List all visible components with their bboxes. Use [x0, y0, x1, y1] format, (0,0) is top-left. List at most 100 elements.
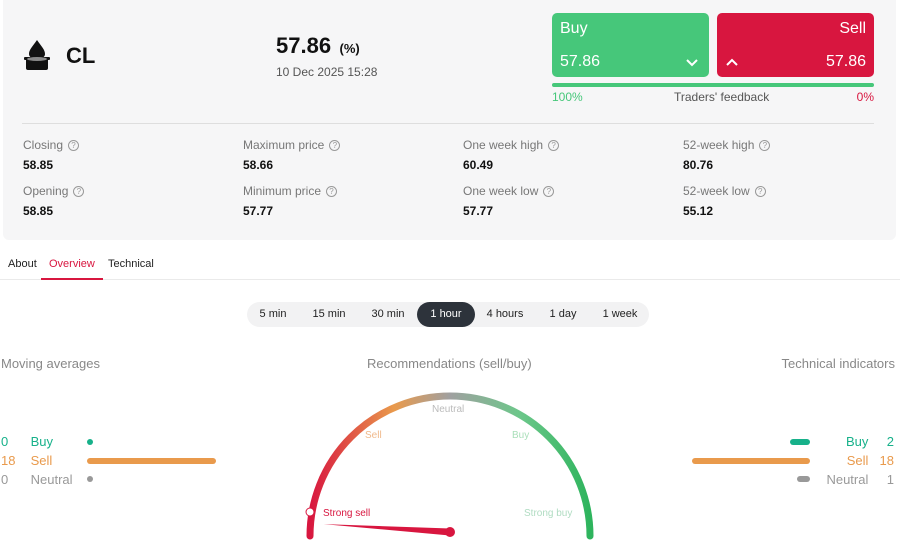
buy-price: 57.86 — [560, 53, 601, 70]
gauge-needle — [323, 524, 451, 536]
interval-30-min[interactable]: 30 min — [371, 308, 405, 320]
stat-52-week-low: 52-week low? 55.12 — [683, 184, 766, 218]
ma-neutral-label: Neutral — [30, 472, 73, 487]
interval-15-min[interactable]: 15 min — [312, 308, 346, 320]
help-icon[interactable]: ? — [329, 139, 341, 151]
ti-sell-count: 18 — [879, 453, 894, 468]
stat-label: Opening — [23, 184, 69, 198]
ti-buy-count: 2 — [886, 434, 894, 449]
moving-averages-title: Moving averages — [1, 356, 100, 371]
gauge-arc — [306, 392, 594, 540]
stat-value: 60.49 — [463, 158, 494, 172]
recommendations-title: Recommendations (sell/buy) — [367, 356, 532, 371]
buy-button-label: Buy — [560, 20, 588, 37]
stat-label: One week low — [463, 184, 539, 198]
stat-one-week-high: One week high? 60.49 — [463, 138, 560, 172]
quote-datetime: 10 Dec 2025 15:28 — [276, 65, 378, 79]
stat-value: 80.76 — [683, 158, 714, 172]
ma-buy-count: 0 — [1, 434, 9, 449]
oil-drop-icon — [24, 40, 50, 70]
ti-buy-bar — [790, 439, 810, 445]
gauge-label-sell: Sell — [365, 430, 382, 441]
stat-minimum-price: Minimum price? 57.77 — [243, 184, 338, 218]
stat-value: 58.85 — [23, 158, 54, 172]
sell-price: 57.86 — [825, 53, 866, 70]
stat-label: Minimum price — [243, 184, 322, 198]
technical-indicators-title: Technical indicators — [781, 356, 895, 371]
price-change-pct: (%) — [339, 41, 360, 56]
ti-buy-row: Buy 2 — [846, 434, 894, 449]
stat-52-week-high: 52-week high? 80.76 — [683, 138, 771, 172]
stat-value: 57.77 — [243, 204, 274, 218]
ti-neutral-count: 1 — [886, 472, 894, 487]
ma-neutral-row: 0 Neutral — [1, 472, 73, 487]
feedback-sell-pct: 0% — [856, 90, 874, 104]
help-icon[interactable]: ? — [543, 185, 555, 197]
ti-neutral-label: Neutral — [826, 472, 869, 487]
ma-sell-label: Sell — [30, 453, 53, 468]
ma-buy-bar — [87, 439, 93, 445]
instrument-header: CL — [22, 38, 95, 74]
ma-sell-count: 18 — [1, 453, 16, 468]
tab-technical[interactable]: Technical — [108, 258, 154, 270]
current-price: 57.86 — [276, 33, 332, 58]
stat-label: Maximum price — [243, 138, 325, 152]
help-icon[interactable]: ? — [73, 185, 85, 197]
buy-button[interactable]: Buy 57.86 — [552, 13, 709, 77]
sell-button[interactable]: Sell 57.86 — [717, 13, 874, 77]
ma-buy-label: Buy — [30, 434, 54, 449]
stat-label: Closing — [23, 138, 64, 152]
interval-selector: 5 min 15 min 30 min 1 hour 4 hours 1 day… — [247, 302, 649, 327]
gauge-label-strong-sell: Strong sell — [323, 508, 370, 519]
ma-neutral-bar — [87, 476, 93, 482]
stat-opening: Opening? 58.85 — [23, 184, 85, 218]
section-tabs: About Overview Technical — [0, 258, 900, 280]
help-icon[interactable]: ? — [548, 139, 560, 151]
quote-block: 57.86 (%) 10 Dec 2025 15:28 — [276, 33, 377, 79]
stat-label: 52-week low — [683, 184, 750, 198]
ma-sell-row: 18 Sell — [1, 453, 52, 468]
interval-4-hours[interactable]: 4 hours — [486, 308, 524, 320]
ti-buy-label: Buy — [845, 434, 869, 449]
divider — [22, 123, 874, 124]
stat-value: 58.66 — [243, 158, 274, 172]
interval-1-hour[interactable]: 1 hour — [417, 302, 475, 327]
gauge-marker — [305, 507, 315, 517]
gauge-label-neutral: Neutral — [432, 404, 464, 415]
stat-value: 58.85 — [23, 204, 54, 218]
gauge-label-buy: Buy — [512, 430, 529, 441]
gauge-label-strong-buy: Strong buy — [524, 508, 572, 519]
stat-closing: Closing? 58.85 — [23, 138, 80, 172]
help-icon[interactable]: ? — [759, 139, 771, 151]
traders-feedback-bar — [552, 83, 874, 87]
help-icon[interactable]: ? — [754, 185, 766, 197]
interval-1-day[interactable]: 1 day — [549, 308, 577, 320]
ma-buy-row: 0 Buy — [1, 434, 53, 449]
ti-neutral-bar — [797, 476, 810, 482]
stat-one-week-low: One week low? 57.77 — [463, 184, 555, 218]
ti-sell-label: Sell — [846, 453, 869, 468]
help-icon[interactable]: ? — [68, 139, 80, 151]
chevron-up-icon — [726, 58, 738, 66]
ti-sell-bar — [692, 458, 810, 464]
sell-button-label: Sell — [839, 20, 866, 37]
instrument-symbol: CL — [66, 43, 96, 68]
chevron-down-icon — [686, 59, 698, 67]
tab-about[interactable]: About — [8, 258, 37, 270]
help-icon[interactable]: ? — [326, 185, 338, 197]
ti-sell-row: Sell 18 — [847, 453, 894, 468]
stat-maximum-price: Maximum price? 58.66 — [243, 138, 341, 172]
stat-value: 55.12 — [683, 204, 714, 218]
ti-neutral-row: Neutral 1 — [826, 472, 894, 487]
interval-5-min[interactable]: 5 min — [259, 308, 287, 320]
stat-label: 52-week high — [683, 138, 755, 152]
ma-sell-bar — [87, 458, 216, 464]
feedback-label: Traders' feedback — [674, 90, 770, 104]
interval-1-week[interactable]: 1 week — [602, 308, 638, 320]
recommendation-gauge: Strong sell Sell Neutral Buy Strong buy — [305, 392, 594, 540]
feedback-buy-pct: 100% — [552, 90, 583, 104]
stat-label: One week high — [463, 138, 544, 152]
tab-overview[interactable]: Overview — [41, 258, 103, 280]
gauge-needle-hub — [445, 527, 455, 537]
ma-neutral-count: 0 — [1, 472, 9, 487]
